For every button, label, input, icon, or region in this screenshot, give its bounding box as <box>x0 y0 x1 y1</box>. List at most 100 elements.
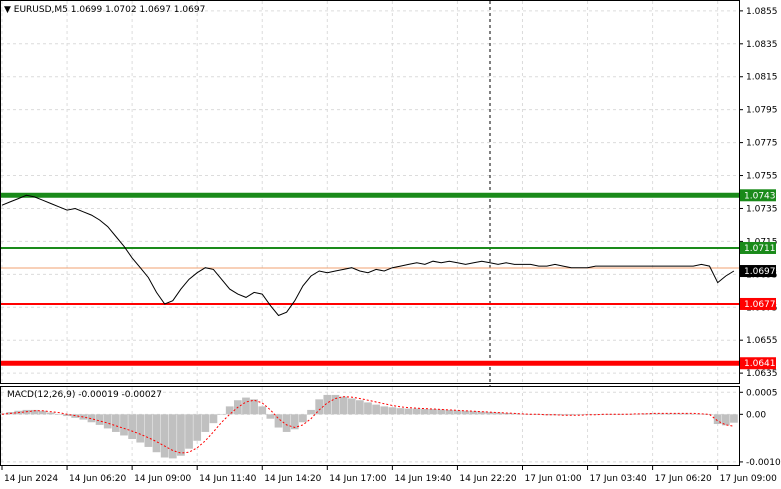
macd-bar <box>640 413 649 415</box>
current-price-label: 1.0697 <box>744 267 776 277</box>
macd-bar <box>689 413 698 415</box>
macd-tick-label: 0.0005 <box>746 388 778 398</box>
macd-bar <box>656 413 665 415</box>
macd-bar <box>575 414 584 415</box>
macd-bar <box>445 409 454 415</box>
macd-bar <box>201 414 210 432</box>
macd-bar <box>404 408 413 415</box>
macd-bar <box>225 406 234 415</box>
time-tick-label: 14 Jun 09:00 <box>134 474 191 484</box>
macd-bar <box>502 413 511 415</box>
macd-bar <box>681 413 690 415</box>
price-axis: 1.0855 1.0835 1.0815 1.0795 1.0775 1.0755 1.07… <box>739 7 778 379</box>
macd-bar <box>388 407 397 415</box>
time-tick-label: 14 Jun 22:20 <box>459 474 516 484</box>
macd-bar <box>673 413 681 415</box>
macd-bar <box>608 414 616 415</box>
price-levels <box>1 192 739 366</box>
macd-bar <box>258 406 267 415</box>
macd-bar <box>307 409 315 415</box>
symbol-info: ▼ EURUSD,M5 1.0699 1.0702 1.0697 1.0697 <box>4 5 206 15</box>
macd-bar <box>136 414 145 443</box>
macd-bar <box>274 414 283 428</box>
level-tag <box>740 297 776 310</box>
macd-bar <box>160 414 169 458</box>
macd-tick-label: 0.00 <box>746 410 766 420</box>
macd-bar <box>453 410 462 415</box>
price-tick-label: 1.0735 <box>746 204 778 214</box>
level-tag <box>740 357 776 370</box>
macd-bar <box>469 411 478 415</box>
macd-bar <box>144 414 153 447</box>
price-tick-label: 1.0855 <box>746 7 778 17</box>
macd-bar <box>111 414 120 432</box>
macd-bar <box>372 404 380 415</box>
macd-bar <box>266 414 275 419</box>
macd-bar <box>648 413 657 415</box>
price-tick-label: 1.0795 <box>746 106 778 116</box>
macd-bar <box>697 413 706 415</box>
level-tag-label: 1.0743 <box>744 191 776 201</box>
price-tick-label: 1.0755 <box>746 172 778 182</box>
macd-bar <box>713 414 722 425</box>
macd-bar <box>616 414 624 415</box>
price-tick-label: 1.0775 <box>746 139 778 149</box>
price-tick-label: 1.0835 <box>746 40 778 50</box>
macd-bar <box>461 410 470 415</box>
macd-bar <box>412 408 421 415</box>
time-tick-label: 14 Jun 11:40 <box>199 474 256 484</box>
macd-bar <box>185 414 193 449</box>
price-tick-label: 1.0655 <box>746 336 778 346</box>
macd-bar <box>599 414 608 415</box>
macd-bar <box>95 414 104 425</box>
macd-bar <box>193 414 202 441</box>
level-tag-label: 1.0641 <box>744 359 776 369</box>
time-tick-label: 17 Jun 03:40 <box>590 474 647 484</box>
macd-bar <box>323 394 332 415</box>
macd-bar <box>380 406 389 415</box>
time-tick-label: 14 Jun 17:00 <box>329 474 386 484</box>
macd-bar <box>477 411 486 415</box>
macd-bar <box>355 400 364 415</box>
price-pane[interactable] <box>0 0 740 384</box>
time-tick-label: 14 Jun 14:20 <box>264 474 321 484</box>
macd-bar <box>486 412 494 415</box>
macd-bar <box>665 413 673 415</box>
macd-bar <box>38 410 47 415</box>
macd-bar <box>347 398 356 415</box>
time-tick-label: 17 Jun 01:00 <box>524 474 581 484</box>
macd-bar <box>437 409 446 415</box>
macd-info: MACD(12,26,9) -0.00019 -0.00027 <box>7 390 163 400</box>
price-line <box>1 194 735 317</box>
macd-bar <box>30 409 39 415</box>
time-tick-label: 17 Jun 06:20 <box>655 474 712 484</box>
macd-bar <box>46 412 55 415</box>
price-tags: 1.0743 1.0711 1.0677 1.0641 1.0697 <box>740 189 776 370</box>
macd-signal-line <box>1 396 734 454</box>
macd-bar <box>209 414 218 424</box>
macd-histogram <box>0 394 738 459</box>
macd-bar <box>152 414 161 453</box>
macd-bar <box>299 414 307 423</box>
level-tag <box>740 241 776 254</box>
macd-bar <box>721 414 730 426</box>
macd-bar <box>177 414 185 456</box>
macd-bar <box>63 414 71 417</box>
level-tag <box>740 189 776 202</box>
macd-bar <box>103 414 112 429</box>
macd-bar <box>339 396 348 415</box>
current-price-tag <box>740 265 776 278</box>
level-tag-label: 1.0711 <box>744 244 776 254</box>
price-tick-label: 1.0815 <box>746 73 778 83</box>
macd-bar <box>282 414 291 432</box>
macd-bar <box>396 408 405 415</box>
macd-bar <box>632 413 641 415</box>
level-tag-label: 1.0677 <box>744 300 776 310</box>
macd-bar <box>128 414 136 439</box>
macd-bar <box>217 414 226 415</box>
macd-bar <box>242 397 250 415</box>
macd-bar <box>315 399 324 415</box>
macd-bar <box>421 409 429 415</box>
